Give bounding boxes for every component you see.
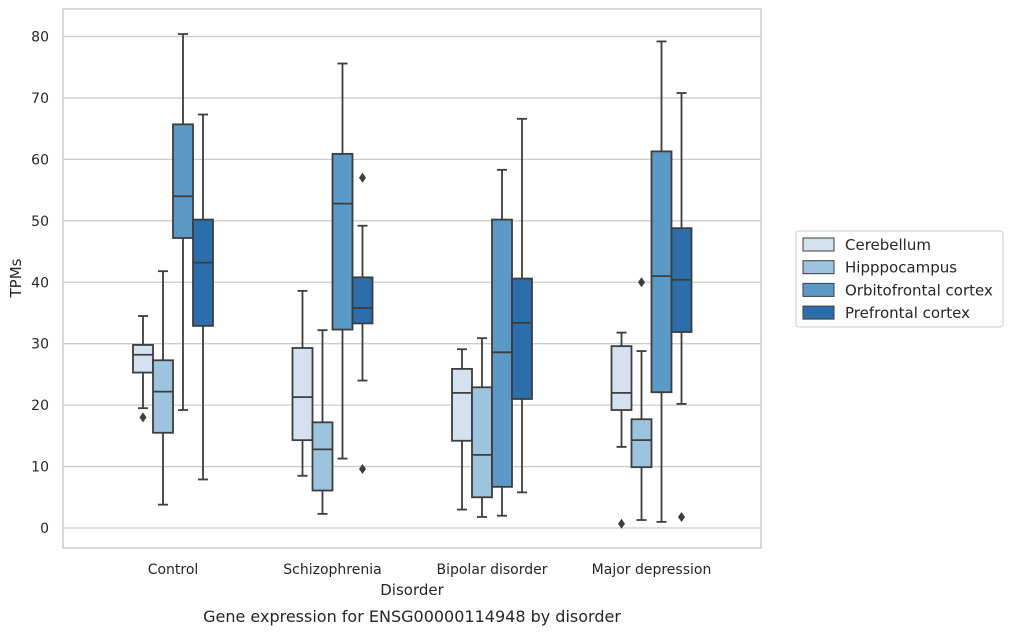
box-iqr	[132, 344, 154, 374]
y-tick-label: 20	[31, 398, 49, 414]
y-tick-label: 60	[31, 152, 49, 168]
plot-area-frame	[62, 8, 762, 549]
box-iqr	[650, 150, 673, 394]
box-cerebellum	[291, 289, 314, 477]
legend-label: Orbitofrontal cortex	[845, 281, 993, 299]
box-orbitofrontal-cortex	[172, 33, 194, 411]
box-cerebellum	[132, 315, 154, 423]
box-iqr	[491, 218, 513, 488]
legend: Cerebellum Hipppocampus Orbitofrontal cort…	[795, 230, 1004, 328]
box-orbitofrontal-cortex	[331, 62, 354, 460]
x-axis-title: Disorder	[380, 581, 444, 599]
box-hipppocampus	[311, 329, 334, 515]
box-iqr	[192, 218, 214, 327]
y-axis-title: TPMs	[7, 258, 25, 298]
box-hipppocampus	[471, 337, 493, 518]
chart-caption: Gene expression for ENSG00000114948 by d…	[203, 607, 621, 626]
box-prefrontal-cortex	[670, 92, 693, 522]
legend-frame	[795, 230, 1004, 328]
legend-swatch	[802, 305, 835, 320]
box-prefrontal-cortex	[511, 117, 533, 494]
x-axis-ticks: Control Schizophrenia Bipolar disorder Majo…	[148, 562, 712, 578]
box-hipppocampus	[152, 270, 174, 506]
box-iqr	[311, 421, 334, 492]
box-cerebellum	[451, 348, 473, 511]
box-plot-marks	[132, 33, 693, 529]
y-tick-label: 30	[31, 337, 49, 353]
y-tick-label: 70	[31, 91, 49, 107]
y-tick-label: 50	[31, 214, 49, 230]
y-tick-label: 10	[31, 460, 49, 476]
y-tick-label: 0	[40, 521, 49, 537]
x-tick-label: Major depression	[592, 562, 712, 578]
outlier-point	[359, 172, 366, 183]
box-iqr	[511, 277, 533, 400]
legend-swatch	[802, 282, 835, 297]
box-hipppocampus	[630, 277, 653, 521]
legend-swatch	[802, 260, 835, 275]
box-cerebellum	[610, 331, 633, 529]
x-tick-label: Bipolar disorder	[436, 562, 547, 578]
x-tick-label: Schizophrenia	[283, 562, 381, 578]
y-tick-label: 40	[31, 275, 49, 291]
box-iqr	[172, 123, 194, 239]
outlier-point	[359, 464, 366, 475]
box-iqr	[351, 276, 374, 325]
y-axis-ticks: 0 10 20 30 40 50 60 70 80	[31, 30, 49, 538]
box-iqr	[152, 359, 174, 434]
box-iqr	[630, 418, 653, 469]
box-orbitofrontal-cortex	[650, 40, 673, 523]
box-iqr	[471, 386, 493, 499]
box-iqr	[291, 347, 314, 442]
legend-swatch	[802, 237, 835, 252]
legend-label: Hipppocampus	[845, 259, 957, 277]
box-orbitofrontal-cortex	[491, 168, 513, 517]
box-prefrontal-cortex	[192, 113, 214, 481]
box-prefrontal-cortex	[351, 172, 374, 475]
outlier-point	[139, 412, 147, 423]
legend-label: Cerebellum	[845, 236, 931, 254]
legend-label: Prefrontal cortex	[845, 304, 970, 322]
outlier-point	[618, 518, 625, 529]
box-iqr	[451, 367, 473, 442]
x-tick-label: Control	[148, 562, 199, 578]
outlier-point	[638, 277, 645, 288]
box-iqr	[331, 152, 354, 331]
outlier-point	[678, 511, 685, 522]
box-iqr	[610, 345, 633, 411]
y-tick-label: 80	[31, 30, 49, 46]
